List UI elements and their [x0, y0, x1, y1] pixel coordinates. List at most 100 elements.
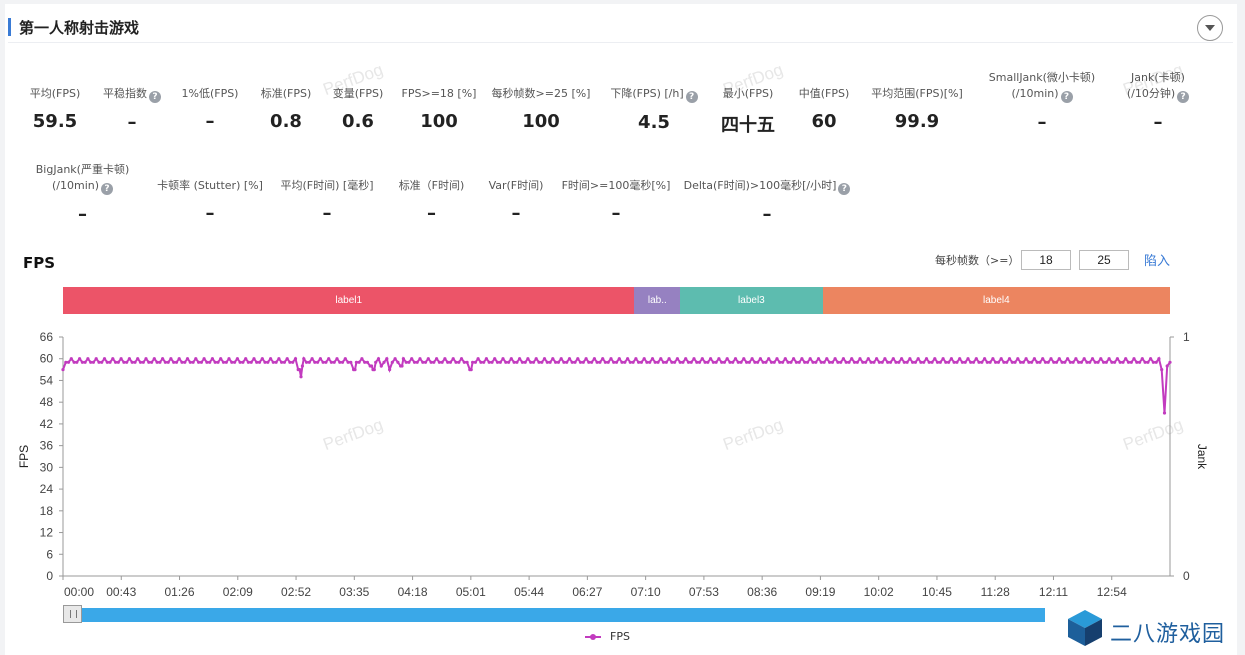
fps-data-point [1032, 357, 1036, 361]
fps-data-point [393, 357, 397, 361]
metric-label-unit: (/10min) [51, 179, 100, 192]
label-segment[interactable]: label1 [63, 287, 635, 314]
fps-data-point [648, 360, 652, 364]
fps-data-point [396, 360, 400, 364]
metric-label: SmallJank(微小卡顿) [988, 71, 1096, 84]
fps-data-point [626, 357, 630, 361]
fps-data-point [800, 357, 804, 361]
metric-value: – [1153, 112, 1163, 133]
fps-threshold-input-2[interactable]: 25 [1079, 250, 1129, 270]
fps-data-point [670, 360, 674, 364]
fps-data-point [839, 360, 843, 364]
fps-data-point [722, 360, 727, 364]
fps-data-point [675, 357, 680, 361]
fps-data-point [64, 360, 68, 364]
fps-data-point [299, 375, 303, 379]
fps-data-point [808, 357, 812, 361]
fps-data-point [1115, 357, 1119, 361]
fps-data-point [298, 368, 302, 372]
help-icon[interactable]: ? [685, 91, 698, 103]
fps-data-point [423, 360, 428, 364]
fps-data-point [969, 360, 973, 364]
timeline-scrollbar[interactable] [63, 608, 1045, 622]
collapse-toggle-icon[interactable] [1197, 15, 1223, 41]
label-segment[interactable]: lab.. [634, 287, 681, 314]
chart-legend[interactable]: FPS [585, 630, 630, 643]
fps-data-point [667, 357, 671, 361]
fps-data-point [695, 360, 699, 364]
fps-data-point [473, 360, 477, 364]
fps-data-point [758, 357, 763, 361]
fps-data-point [388, 368, 392, 372]
metric-label: 下降(FPS) [/h] [610, 87, 684, 100]
brand-name: 二八游戏园 [1110, 622, 1226, 647]
fps-data-point [426, 357, 430, 361]
y-tick-label: 18 [40, 504, 54, 518]
fps-data-point [111, 357, 115, 361]
fps-data-point [374, 360, 378, 364]
import-link[interactable]: 陷入 [1144, 254, 1171, 269]
fps-data-point [94, 357, 98, 361]
help-icon[interactable]: ? [101, 183, 114, 195]
metric-1pct-low: 1%低(FPS) – [170, 86, 250, 132]
fps-data-point [158, 360, 162, 364]
fps-data-point [332, 360, 336, 364]
fps-data-point [102, 357, 107, 361]
x-tick-label: 12:11 [1039, 585, 1068, 599]
fps-data-point [747, 360, 751, 364]
fps-data-point [971, 360, 976, 364]
fps-data-point [913, 360, 918, 364]
fps-threshold-input-1[interactable]: 18 [1021, 250, 1071, 270]
fps-data-point [944, 360, 948, 364]
metric-big-jank: BigJank(严重卡顿) (/10min)? – [20, 162, 145, 225]
y2-axis-title: Jank [1195, 444, 1209, 470]
fps-data-point [924, 357, 929, 361]
fps-data-point [617, 357, 621, 361]
fps-data-point [349, 360, 353, 364]
fps-data-point [958, 357, 962, 361]
fps-data-point [484, 357, 488, 361]
section-title: 第一人称射击游戏 [19, 19, 140, 37]
fps-data-point [152, 357, 156, 361]
fps-data-point [769, 360, 774, 364]
fps-data-point [1135, 360, 1139, 364]
fps-data-point [960, 360, 965, 364]
fps-data-point [213, 360, 217, 364]
metric-var-frametime: Var(F时间) – [476, 178, 556, 224]
scrollbar-handle[interactable] [63, 605, 82, 623]
fps-data-point [321, 360, 325, 364]
fps-data-point [977, 360, 981, 364]
help-icon[interactable]: ? [838, 183, 851, 195]
label-segment[interactable]: label4 [822, 287, 1170, 314]
fps-data-point [490, 360, 494, 364]
fps-data-point [983, 357, 987, 361]
fps-data-point [1157, 357, 1161, 361]
metric-value: – [611, 203, 621, 224]
fps-data-point [565, 360, 569, 364]
metric-value: 100 [420, 111, 458, 132]
fps-data-point [1030, 360, 1034, 364]
label-segment[interactable]: label3 [680, 287, 823, 314]
fps-data-point [498, 360, 502, 364]
fps-data-point [1113, 360, 1117, 364]
fps-data-point [91, 360, 95, 364]
metric-label-unit: (/10分钟) [1126, 87, 1176, 100]
fps-data-point [370, 364, 374, 368]
help-icon[interactable]: ? [1060, 91, 1073, 103]
fps-data-point [249, 360, 253, 364]
fps-data-point [318, 357, 322, 361]
help-icon[interactable]: ? [149, 91, 161, 103]
fps-data-point [614, 360, 619, 364]
fps-data-point [285, 357, 289, 361]
metric-drop-fps: 下降(FPS) [/h]? 4.5 [604, 86, 704, 133]
fps-data-point [720, 360, 724, 364]
x-tick-label: 03:35 [339, 585, 369, 599]
help-icon[interactable]: ? [1177, 91, 1190, 103]
fps-data-point [183, 360, 187, 364]
fps-data-point [324, 360, 328, 364]
fps-data-point [609, 357, 613, 361]
fps-data-point [274, 360, 278, 364]
fps-data-point [241, 360, 245, 364]
fps-data-point [1021, 360, 1025, 364]
metric-avg-range: 平均范围(FPS)[%] 99.9 [862, 86, 972, 132]
